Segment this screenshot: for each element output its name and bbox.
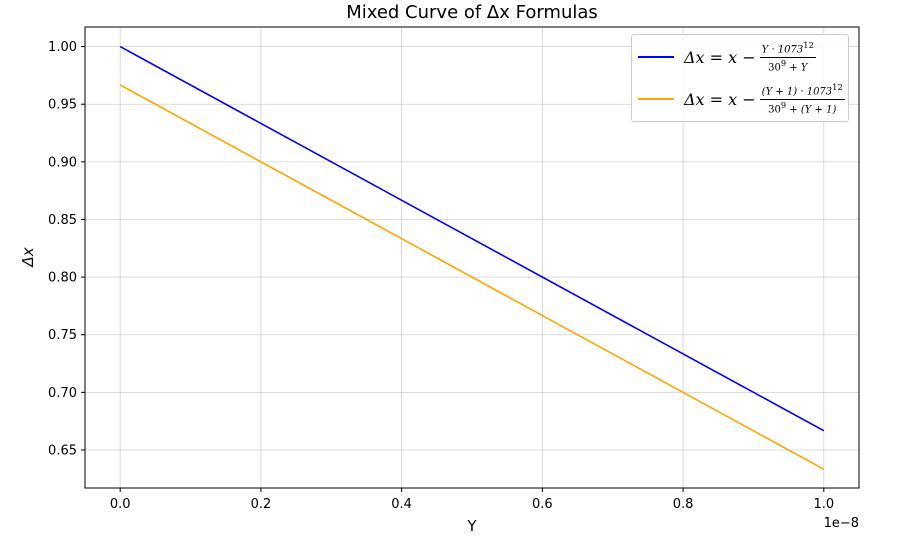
legend-lhs: Δx = x − [684, 47, 756, 67]
legend-denominator-tail: + Y [786, 61, 808, 73]
legend-lhs: Δx = x − [684, 89, 756, 109]
x-tick-label: 0.2 [251, 497, 272, 512]
y-tick-label: 0.70 [48, 386, 77, 401]
legend-numerator-exp: 12 [803, 40, 814, 51]
y-axis-label: Δx [19, 247, 37, 267]
plot-frame [84, 26, 860, 489]
y-tick-label: 0.75 [48, 328, 77, 343]
legend-denominator: 30 [768, 103, 781, 115]
legend-fraction: Y · 107312 309 + Y [759, 40, 816, 73]
x-ticks: 0.0 0.2 0.4 0.6 0.8 1.0 [110, 488, 834, 512]
legend-label-blue: Δx = x − Y · 107312 309 + Y [684, 37, 816, 77]
legend-denominator: 30 [768, 61, 781, 73]
legend-swatch-blue [638, 56, 674, 58]
legend-denominator-exp: 9 [780, 57, 787, 68]
x-tick-label: 0.4 [391, 497, 412, 512]
y-tick-label: 0.90 [48, 155, 77, 170]
y-tick-label: 0.65 [48, 443, 77, 458]
y-ticks: 0.65 0.70 0.75 0.80 0.85 0.90 0.95 1.00 [48, 40, 85, 458]
legend-fraction: (Y + 1) · 107312 309 + (Y + 1) [759, 82, 845, 115]
chart-title: Mixed Curve of Δx Formulas [346, 2, 598, 23]
x-offset-text: 1e−8 [824, 516, 859, 531]
y-tick-label: 1.00 [48, 40, 77, 55]
x-tick-label: 1.0 [813, 497, 834, 512]
y-tick-label: 0.80 [48, 271, 77, 286]
legend-label-orange: Δx = x − (Y + 1) · 107312 309 + (Y + 1) [684, 79, 845, 119]
legend-swatch-orange [638, 98, 674, 100]
y-tick-label: 0.85 [48, 213, 77, 228]
series-line-1 [119, 84, 825, 470]
legend-numerator-exp: 12 [832, 82, 843, 93]
series-lines [119, 45, 825, 470]
legend-numerator: (Y + 1) · 1073 [761, 86, 833, 98]
x-tick-label: 0.0 [110, 497, 131, 512]
legend-denominator-exp: 9 [780, 99, 787, 110]
legend-denominator-tail: + (Y + 1) [786, 103, 837, 115]
y-tick-label: 0.95 [48, 98, 77, 113]
legend-item-orange: Δx = x − (Y + 1) · 107312 309 + (Y + 1) [632, 79, 850, 119]
legend-item-blue: Δx = x − Y · 107312 309 + Y [632, 37, 850, 77]
x-tick-label: 0.8 [673, 497, 694, 512]
x-tick-label: 0.6 [532, 497, 553, 512]
legend-numerator: Y · 1073 [761, 44, 804, 56]
legend: Δx = x − Y · 107312 309 + Y Δx = x − (Y … [631, 34, 849, 122]
series-line-0 [119, 45, 825, 432]
x-axis-label: Y [466, 517, 477, 535]
